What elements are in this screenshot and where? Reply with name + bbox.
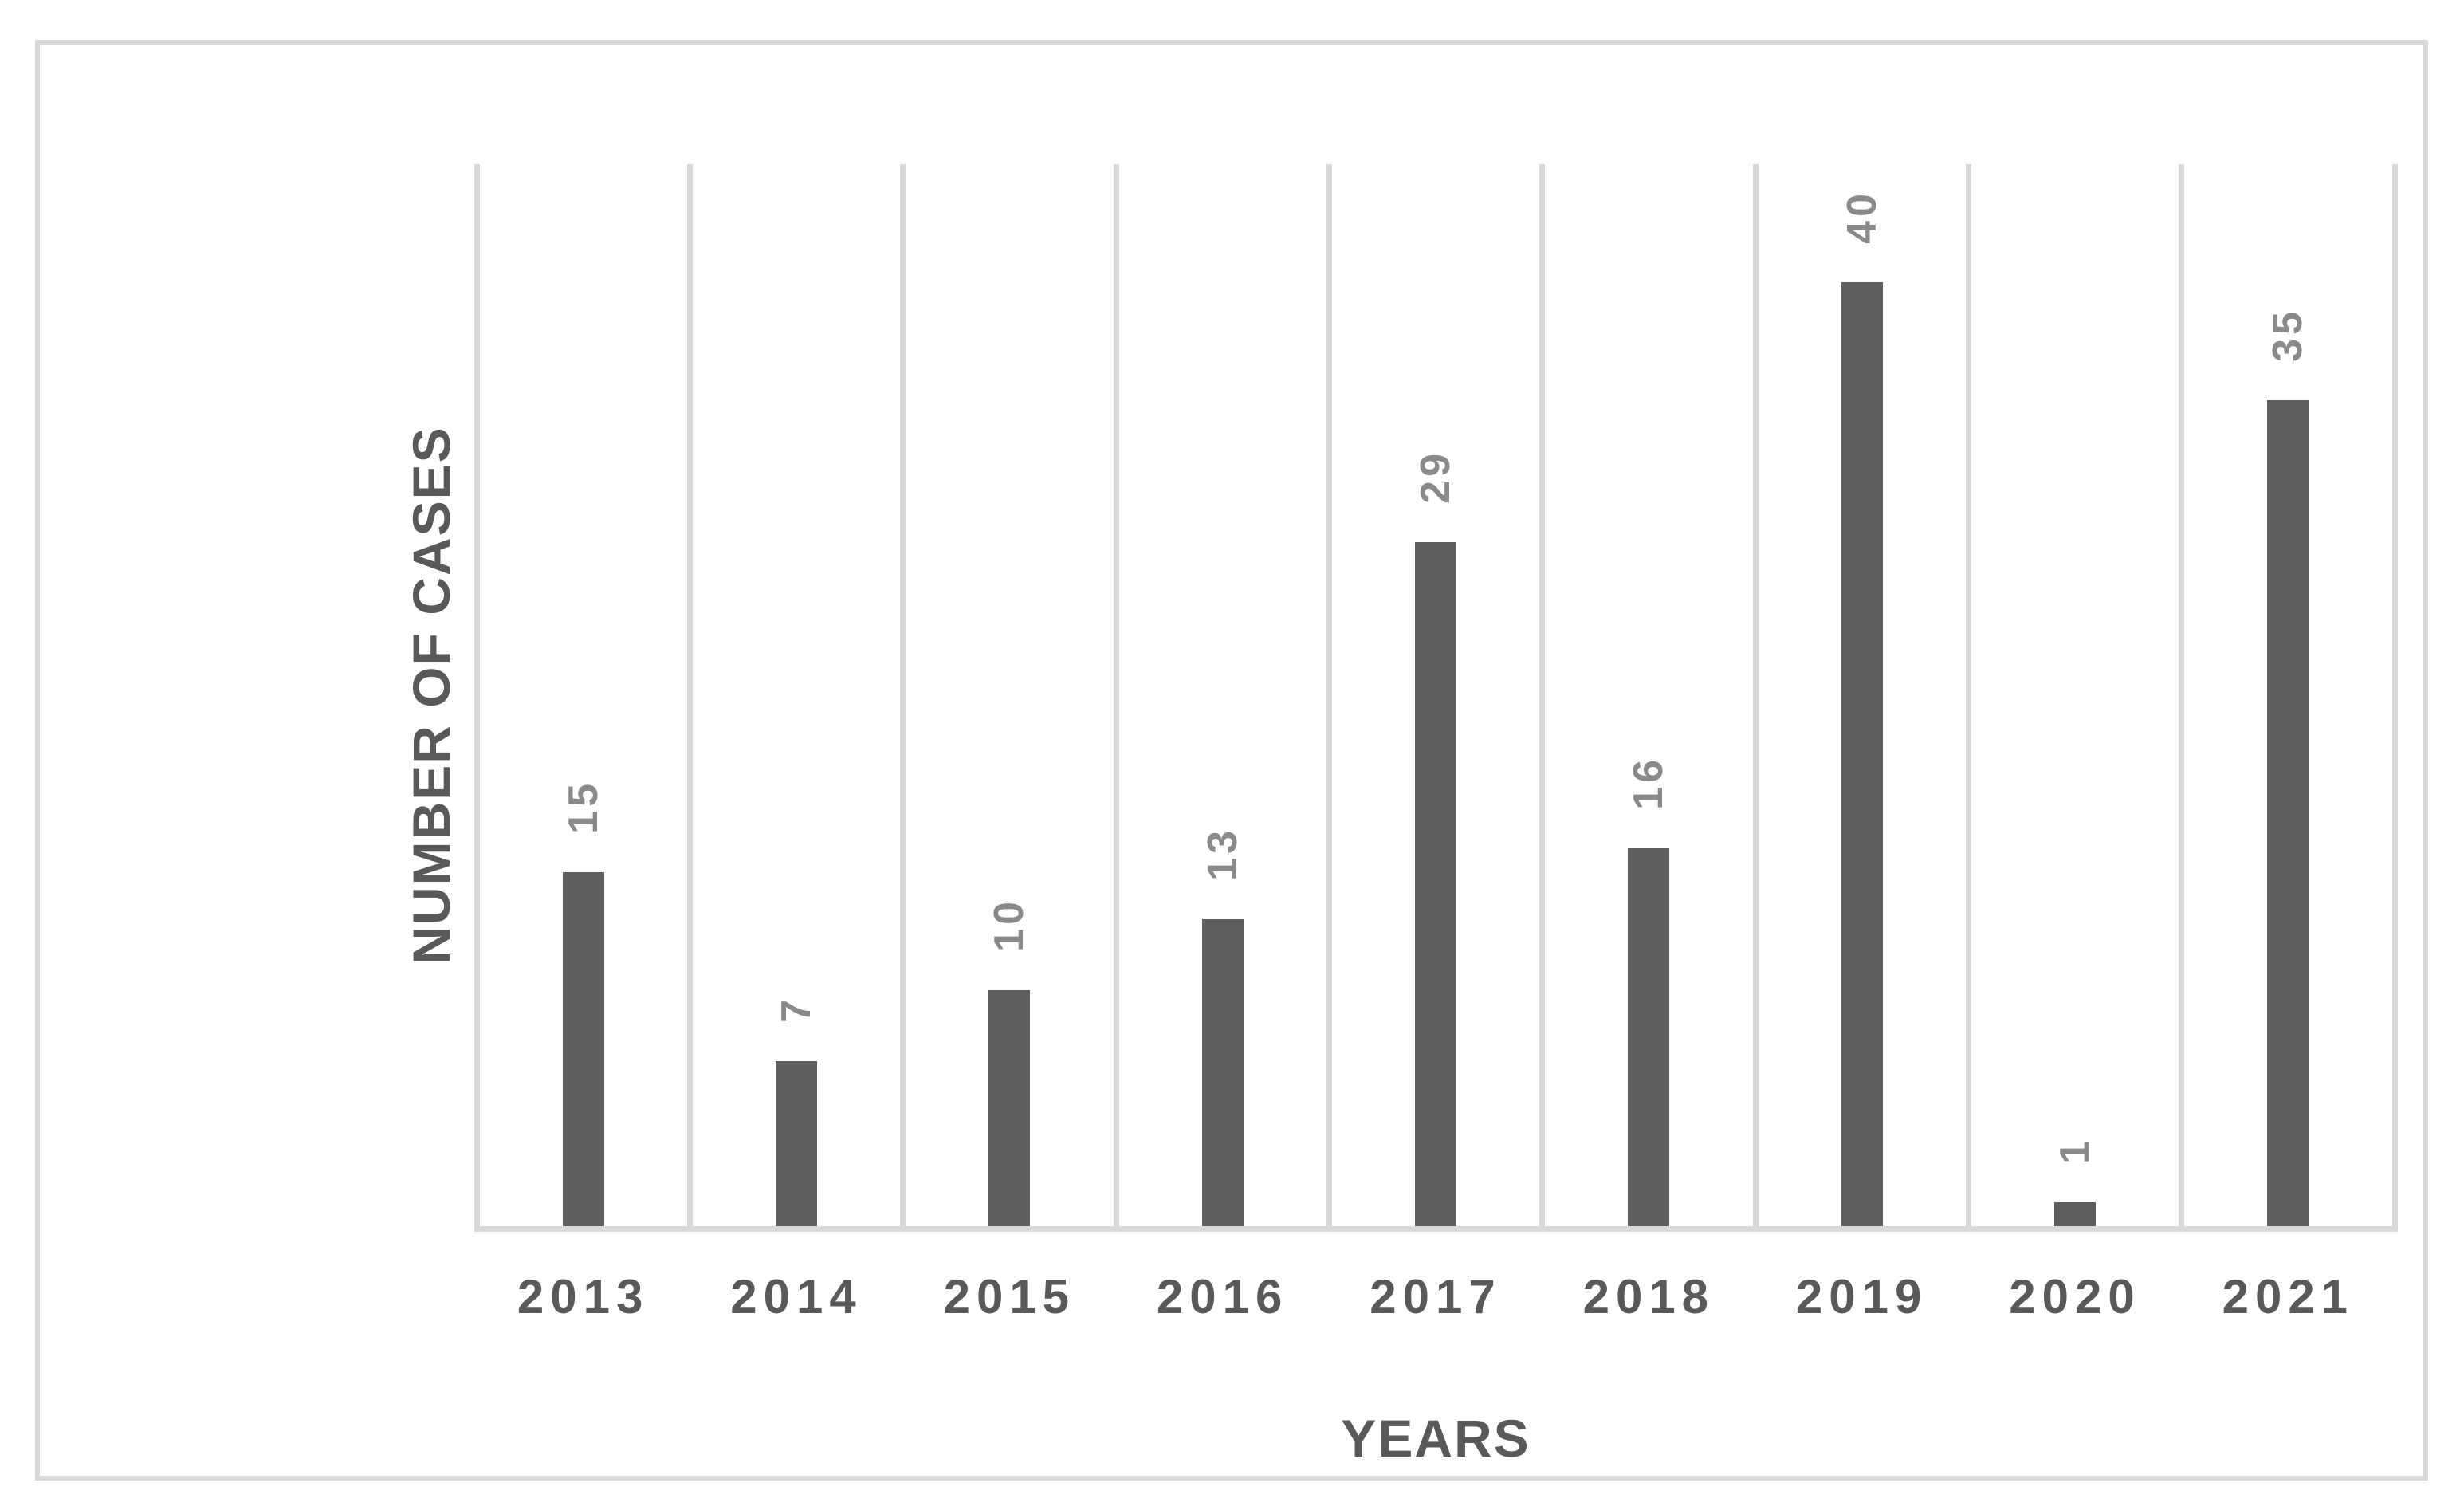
x-tick-label: 2013: [517, 1270, 650, 1323]
x-axis-tick-row: 2013 2014 2015 2016 2017 2018 2019 2020 2021: [477, 1261, 2395, 1333]
bar-value-label: 1: [2051, 1137, 2098, 1164]
gridline: [900, 164, 906, 1232]
x-tick-label: 2021: [2222, 1270, 2355, 1323]
x-tick-label: 2019: [1795, 1270, 1928, 1323]
gridline: [686, 164, 693, 1232]
bar-value-label: 15: [560, 780, 607, 834]
plot-area: 15 7 10 13 29 16 40 1 35: [474, 164, 2398, 1232]
x-tick-label: 2015: [943, 1270, 1076, 1323]
gridline: [1326, 164, 1332, 1232]
gridline: [1539, 164, 1546, 1232]
bar-column: 15: [477, 164, 690, 1226]
gridline: [474, 164, 480, 1232]
bar-column: 35: [2182, 164, 2395, 1226]
bar: [1628, 848, 1670, 1226]
bar: [1841, 282, 1883, 1226]
gridline: [1965, 164, 1971, 1232]
bar-column: 40: [1755, 164, 1968, 1226]
bar: [1414, 542, 1456, 1226]
bar-column: 7: [690, 164, 902, 1226]
chart-frame: 15 7 10 13 29 16 40 1 35 2013 2014 2015 2016 2017 201…: [35, 40, 2428, 1481]
bar-value-label: 7: [772, 996, 819, 1023]
bar: [1201, 919, 1244, 1226]
x-axis-title: YEARS: [1341, 1409, 1531, 1468]
y-axis-title: NUMBER OF CASES: [402, 426, 461, 965]
bar-value-label: 10: [986, 898, 1033, 952]
bar-column: 29: [1329, 164, 1542, 1226]
gridline: [2391, 164, 2398, 1232]
bar: [562, 872, 604, 1226]
gridline: [1752, 164, 1759, 1232]
bar: [2267, 400, 2309, 1226]
bar-value-label: 13: [1199, 827, 1246, 881]
x-tick-label: 2017: [1370, 1270, 1502, 1323]
bar-value-label: 29: [1412, 450, 1459, 504]
gridline: [1113, 164, 1119, 1232]
x-tick-label: 2014: [730, 1270, 863, 1323]
bar-column: 13: [1116, 164, 1329, 1226]
bar-column: 1: [1968, 164, 2181, 1226]
bar-value-label: 35: [2265, 308, 2312, 362]
gridline: [2179, 164, 2185, 1232]
bar: [2053, 1202, 2096, 1226]
bar: [988, 990, 1031, 1226]
x-tick-label: 2020: [2009, 1270, 2141, 1323]
x-tick-label: 2016: [1156, 1270, 1289, 1323]
bar-value-label: 16: [1625, 756, 1672, 810]
bar-column: 10: [903, 164, 1116, 1226]
bar: [775, 1061, 817, 1226]
x-axis-line: [477, 1226, 2398, 1232]
x-tick-label: 2018: [1582, 1270, 1715, 1323]
bar-value-label: 40: [1838, 190, 1885, 244]
bar-column: 16: [1542, 164, 1755, 1226]
